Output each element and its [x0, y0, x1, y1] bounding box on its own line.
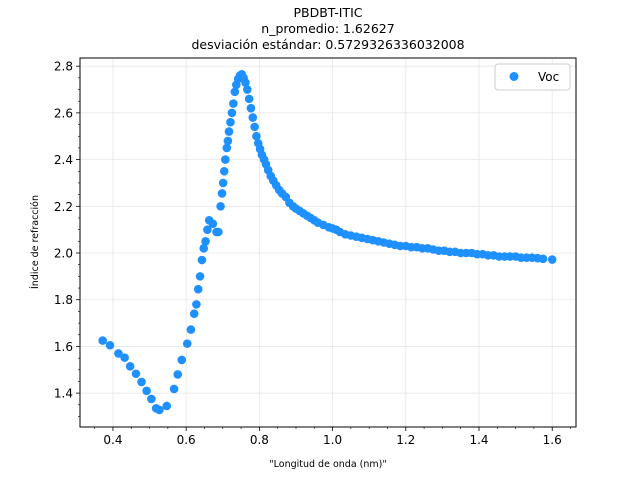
data-point	[147, 394, 156, 404]
x-axis-label: "Longitud de onda (nm)"	[269, 459, 386, 470]
data-point	[221, 155, 230, 164]
y-tick-label: 1.8	[54, 293, 73, 307]
x-tick-label: 0.8	[250, 433, 269, 447]
data-point	[224, 127, 234, 136]
data-point	[227, 108, 237, 118]
data-point	[173, 370, 183, 379]
data-point	[162, 401, 172, 411]
data-point	[98, 336, 107, 345]
data-point	[105, 340, 115, 350]
data-point	[114, 349, 123, 358]
y-tick-label: 1.4	[54, 387, 73, 401]
plot-area	[80, 58, 576, 427]
data-point	[244, 94, 254, 104]
data-point	[177, 355, 187, 365]
data-point	[203, 225, 212, 234]
data-point	[538, 254, 548, 264]
y-tick-label: 1.6	[54, 340, 73, 354]
x-tick-label: 0.4	[103, 433, 122, 447]
x-tick-label: 0.6	[177, 433, 196, 447]
y-tick-label: 2.0	[54, 247, 73, 261]
legend: Voc	[494, 63, 571, 91]
chart-title: PBDBT-ITIC n_promedio: 1.62627 desviació…	[191, 5, 464, 52]
x-tick-label: 1.6	[543, 433, 562, 447]
data-point	[142, 386, 151, 396]
y-tick-label: 2.4	[54, 153, 73, 167]
y-axis: 1.4 1.6 1.8 2.0 2.2 2.4 2.6 2.8	[54, 60, 80, 417]
x-tick-label: 1.0	[323, 433, 342, 447]
data-point	[242, 85, 252, 94]
data-point	[216, 202, 225, 211]
data-point	[217, 189, 227, 198]
y-tick-label: 2.8	[54, 60, 73, 74]
data-point	[182, 339, 192, 348]
data-point	[246, 103, 256, 113]
legend-box	[494, 63, 571, 91]
data-point	[222, 143, 232, 153]
plot-frame	[79, 57, 577, 428]
data-point	[131, 369, 141, 379]
data-point	[192, 300, 201, 309]
data-point	[199, 244, 209, 253]
data-point	[223, 136, 233, 146]
legend-marker	[509, 72, 519, 81]
data-point	[137, 377, 146, 387]
y-tick-label: 2.6	[54, 106, 73, 120]
data-point	[230, 87, 240, 97]
chart-title-line-2: n_promedio: 1.62627	[261, 21, 394, 36]
data-point	[193, 284, 203, 294]
data-point	[195, 272, 205, 281]
x-tick-label: 1.4	[469, 433, 488, 447]
data-point	[241, 78, 250, 87]
data-point	[214, 227, 223, 237]
data-point	[201, 237, 210, 246]
data-point	[250, 122, 259, 132]
x-axis: 0.4 0.6 0.8 1.0 1.2 1.4 1.6	[94, 427, 571, 447]
data-point	[226, 117, 235, 127]
data-point	[125, 361, 135, 371]
data-point	[208, 219, 218, 229]
data-point	[120, 353, 129, 362]
data-points	[98, 70, 557, 415]
y-tick-label: 2.2	[54, 200, 73, 214]
data-point	[219, 166, 229, 176]
data-point	[252, 131, 261, 141]
data-point	[186, 325, 196, 334]
data-point	[189, 309, 199, 319]
chart-title-line-3: desviación estándar: 0.5729326336032008	[191, 37, 464, 52]
data-point	[155, 405, 164, 415]
y-axis-label: Índice de refracción	[29, 195, 41, 289]
data-point	[248, 113, 258, 122]
chart-title-line-1: PBDBT-ITIC	[293, 5, 362, 20]
legend-label-voc: Voc	[538, 70, 559, 84]
data-point	[229, 99, 238, 108]
data-point	[169, 384, 179, 394]
x-tick-label: 1.2	[396, 433, 415, 447]
data-point	[547, 255, 557, 264]
data-point	[197, 255, 207, 265]
data-point	[218, 178, 228, 188]
